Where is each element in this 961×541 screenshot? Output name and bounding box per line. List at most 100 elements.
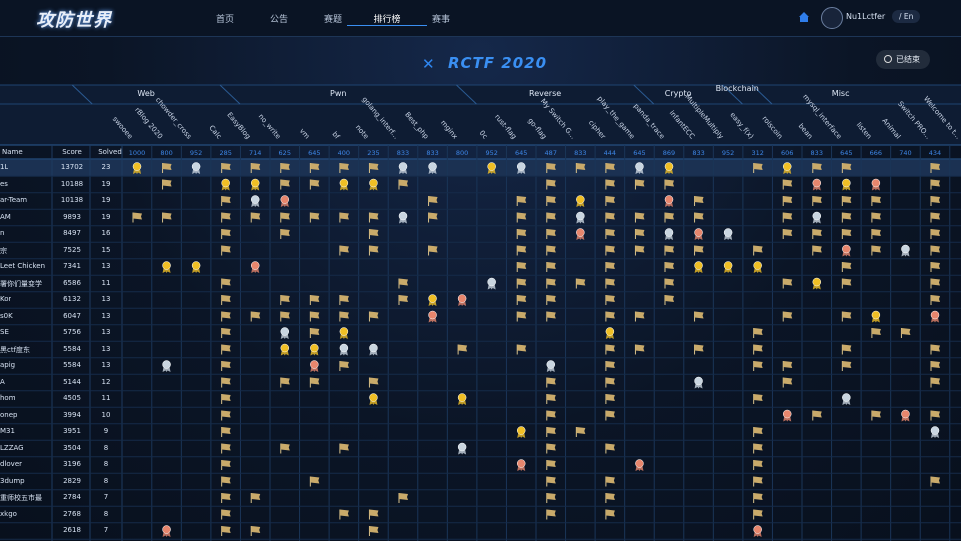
nav-item[interactable]: 公告 (269, 15, 288, 25)
flag-cloth (162, 179, 172, 187)
flag-cloth (842, 163, 852, 170)
solved-flag (546, 427, 556, 437)
solved-flag (605, 394, 615, 404)
team-name[interactable]: n (0, 229, 5, 237)
challenge-score: 952 (485, 149, 498, 157)
flag-cloth (399, 295, 408, 302)
team-name[interactable]: ar-Team (0, 196, 28, 204)
flag-cloth (931, 344, 940, 352)
nav-item[interactable]: 赛事 (431, 15, 450, 25)
flag-cloth (605, 493, 615, 500)
logo[interactable]: 攻防世界 (36, 10, 112, 31)
team-name[interactable]: onep (0, 410, 18, 419)
flag-cloth (931, 212, 940, 220)
nav-item[interactable]: 首页 (215, 15, 234, 25)
medal-disc (546, 360, 556, 369)
flag-cloth (605, 262, 615, 269)
avatar[interactable] (821, 7, 843, 29)
team-name[interactable]: hom (0, 394, 16, 402)
flag-cloth (280, 212, 290, 220)
solved-flag (339, 295, 349, 305)
solved-flag (398, 295, 408, 305)
solved-flag (546, 229, 556, 239)
solved-flag (871, 196, 881, 206)
flag-cloth (783, 311, 793, 319)
first-blood-medal (132, 162, 142, 174)
flag-cloth (753, 361, 763, 368)
solved-flag (250, 212, 261, 223)
solved-flag (664, 278, 674, 289)
flag-cloth (753, 493, 763, 500)
flag-cloth (842, 229, 852, 236)
challenge-score: 869 (662, 149, 676, 157)
third-blood-medal (664, 195, 674, 207)
solved-flag (930, 344, 940, 355)
flag-cloth (310, 179, 320, 187)
flag-cloth (605, 229, 615, 236)
team-name[interactable]: AM (0, 212, 11, 221)
team-name[interactable]: xkgo (0, 509, 17, 518)
medal-disc (221, 178, 230, 188)
nav-item[interactable]: 赛题 (323, 15, 342, 25)
language-switch[interactable]: / En (892, 10, 921, 23)
team-name[interactable]: 宗 (0, 246, 7, 255)
team-name[interactable]: M31 (0, 427, 15, 435)
team-name[interactable]: 重师校五市最 (0, 494, 42, 502)
team-name[interactable]: 3dump (0, 476, 25, 485)
team-score: 5584 (63, 344, 81, 353)
flag-cloth (694, 212, 704, 220)
team-name[interactable]: s0K (0, 311, 13, 320)
clock-icon (884, 55, 892, 63)
team-name[interactable]: A (0, 377, 5, 386)
challenge-score: 312 (751, 149, 764, 157)
solved-flag (871, 328, 881, 338)
flag-cloth (783, 212, 793, 220)
solved-flag (280, 443, 290, 454)
team-name[interactable]: Kor (0, 295, 12, 303)
category-divider (722, 84, 743, 105)
team-name[interactable]: 署你们量变学 (0, 279, 42, 288)
flag-cloth (221, 328, 231, 335)
status-button[interactable]: 已结束 (876, 50, 930, 69)
team-name[interactable]: 1L (0, 163, 9, 171)
flag-cloth (753, 328, 763, 335)
solved-flag (221, 377, 231, 388)
team-name[interactable]: apig (0, 361, 16, 369)
solved-flag (605, 410, 615, 421)
flag-cloth (665, 179, 674, 187)
solved-flag (753, 493, 763, 503)
team-solved: 13 (101, 344, 111, 353)
team-name[interactable]: LZZAG (0, 443, 24, 452)
team-name[interactable]: Leet Chicken (0, 262, 46, 270)
team-name[interactable]: dlover (0, 460, 22, 468)
nav-item[interactable]: 排行榜 (347, 12, 427, 26)
third-blood-medal (516, 459, 526, 471)
flag-cloth (221, 443, 231, 451)
challenge-score: 434 (928, 149, 942, 157)
medal-disc (398, 211, 408, 221)
flag-cloth (842, 278, 852, 286)
flag-cloth (753, 245, 763, 253)
flag-cloth (399, 278, 408, 286)
team-solved: 19 (101, 196, 111, 204)
flag-cloth (842, 196, 852, 203)
solved-flag (605, 377, 615, 388)
flag-cloth (605, 163, 615, 170)
medal-disc (250, 261, 260, 270)
solved-flag (812, 163, 822, 173)
team-name[interactable]: 黑ctf度东 (0, 345, 31, 354)
flag-cloth (310, 163, 320, 170)
first-blood-medal (723, 261, 733, 273)
flag-cloth (133, 212, 142, 220)
team-name[interactable]: es (0, 179, 8, 188)
flag-cloth (369, 377, 379, 385)
flag-cloth (931, 262, 940, 269)
team-name[interactable]: SE (0, 328, 9, 336)
flag-cloth (871, 245, 881, 253)
flag-cloth (546, 410, 556, 418)
flag-cloth (546, 278, 556, 286)
home-icon[interactable] (798, 11, 810, 23)
medal-disc (339, 327, 349, 336)
user-name[interactable]: Nu1Lctfer (846, 12, 886, 21)
solved-flag (605, 361, 615, 371)
